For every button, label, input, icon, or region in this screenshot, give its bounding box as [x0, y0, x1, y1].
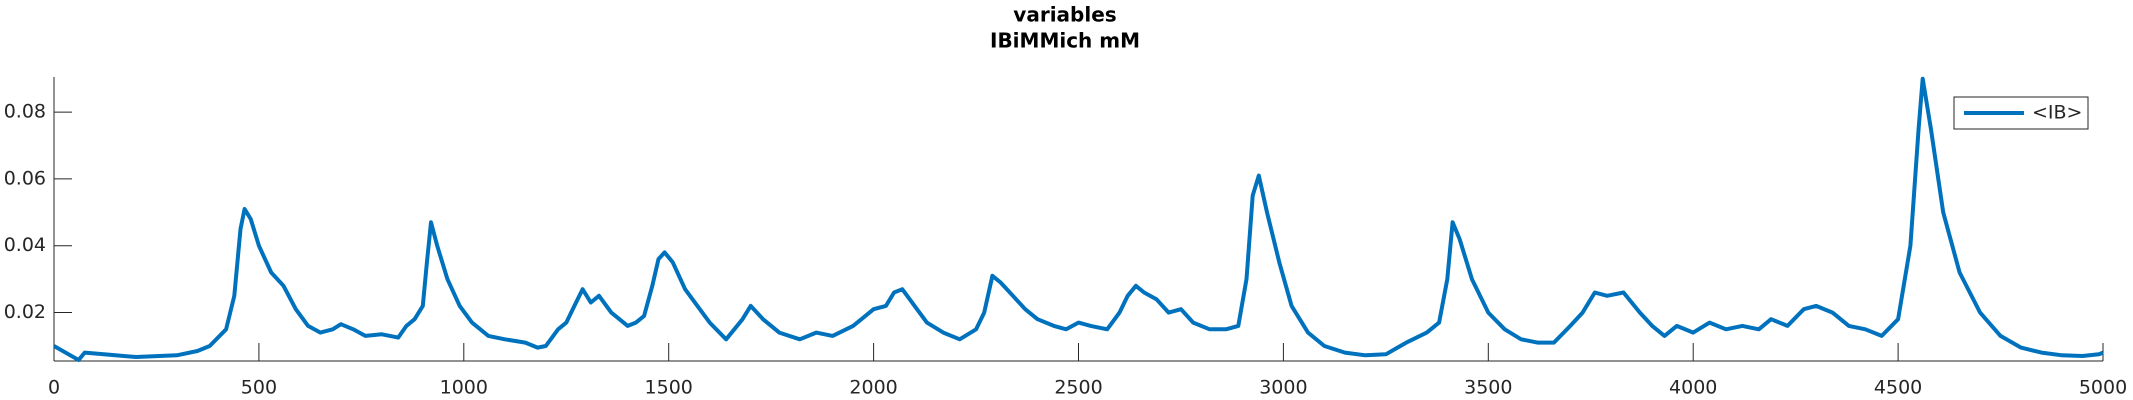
y-tick-label: 0.02	[4, 301, 46, 323]
y-tick-label: 0.04	[4, 234, 46, 256]
chart-title: variables	[1013, 3, 1116, 27]
x-tick-label: 500	[241, 377, 277, 399]
chart-subtitle: IBiMMich mM	[990, 29, 1140, 53]
y-tick-label: 0.08	[4, 101, 46, 123]
x-tick-label: 5000	[2079, 377, 2127, 399]
x-tick-label: 1000	[440, 377, 488, 399]
y-tick-label: 0.06	[4, 167, 46, 189]
x-tick-label: 2500	[1054, 377, 1102, 399]
legend-label: <IB>	[2032, 102, 2082, 124]
x-tick-label: 4000	[1669, 377, 1717, 399]
x-tick-label: 2000	[849, 377, 897, 399]
x-tick-label: 3000	[1259, 377, 1307, 399]
x-tick-label: 4500	[1874, 377, 1922, 399]
x-tick-label: 3500	[1464, 377, 1512, 399]
x-tick-label: 1500	[645, 377, 693, 399]
data-line	[53, 76, 2104, 362]
x-tick-label: 0	[48, 377, 60, 399]
